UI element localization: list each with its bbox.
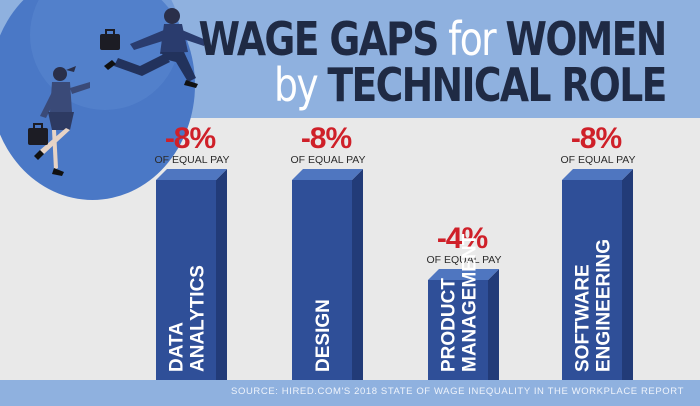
data-label: -8% — [165, 122, 216, 155]
bar-side — [216, 169, 227, 380]
data-sublabel: OF EQUAL PAY — [426, 254, 501, 266]
bar-side — [352, 169, 363, 380]
category-label: ENGINEERING — [594, 239, 615, 372]
bar-top — [428, 269, 499, 280]
footer-band — [0, 380, 700, 406]
bar — [562, 180, 622, 380]
chart-title: WAGE GAPS for WOMEN by TECHNICAL ROLE — [198, 12, 668, 112]
bar-side — [488, 269, 499, 380]
category-label: DATA — [167, 322, 188, 372]
bar-side — [622, 169, 633, 380]
businessman-figure — [100, 8, 206, 88]
data-label: -8% — [571, 122, 622, 155]
category-label: MANAGEMENT — [460, 233, 481, 372]
bar — [156, 180, 216, 380]
data-sublabel: OF EQUAL PAY — [154, 154, 229, 166]
bar-top — [292, 169, 363, 180]
businesspeople-illustration — [28, 8, 206, 176]
category-label: DESIGN — [313, 299, 334, 372]
bar-top — [156, 169, 227, 180]
title-line-1: WAGE GAPS for WOMEN — [198, 12, 668, 66]
source-note: SOURCE: HIRED.COM'S 2018 STATE OF WAGE I… — [231, 386, 684, 397]
bar-top — [562, 169, 633, 180]
category-label: ANALYTICS — [188, 265, 209, 372]
businesswoman-figure — [28, 66, 90, 176]
data-label: -8% — [301, 122, 352, 155]
data-sublabel: OF EQUAL PAY — [560, 154, 635, 166]
title-line-2: by TECHNICAL ROLE — [274, 58, 667, 112]
data-sublabel: OF EQUAL PAY — [290, 154, 365, 166]
bar — [428, 280, 488, 380]
bar — [292, 180, 352, 380]
data-label: -4% — [437, 222, 488, 255]
category-label: PRODUCT — [439, 278, 460, 372]
category-label: SOFTWARE — [573, 264, 594, 372]
